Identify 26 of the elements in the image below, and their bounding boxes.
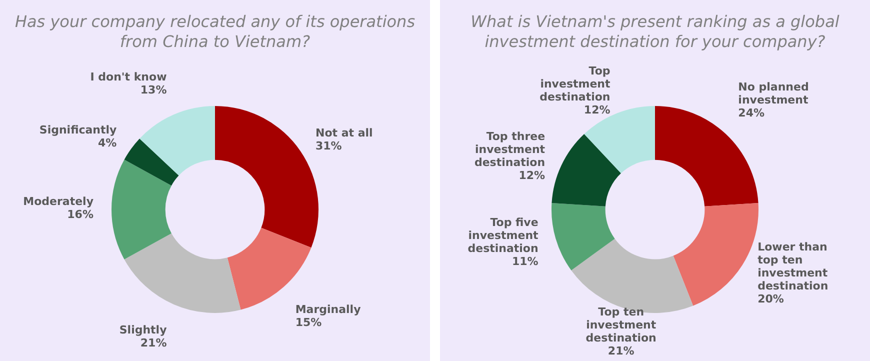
data-label: 24% [738, 106, 765, 120]
slice-label: Top three investment destination [474, 130, 546, 170]
chart-title: Has your company relocated any of its operations from China to Vietnam? [14, 11, 416, 53]
slice-label: Top ten investment destination [586, 305, 656, 344]
slice-label: Marginally [295, 303, 361, 316]
data-label: 11% [512, 254, 538, 268]
slice-label: Top investment destination [540, 64, 610, 104]
slice-label: I don't know [90, 70, 167, 84]
slice-label: Lower than top ten investment destination [758, 240, 828, 292]
data-label: 12% [518, 169, 546, 182]
slice-label: Slightly [119, 323, 167, 336]
data-label: 21% [608, 344, 634, 358]
slice-label: Significantly [39, 123, 117, 136]
slice-label: Not at all [315, 126, 373, 140]
data-label: 13% [140, 83, 167, 96]
data-label: 12% [584, 103, 610, 116]
data-label: 21% [140, 336, 167, 350]
data-label: 20% [758, 292, 784, 306]
slice-label: Top five investment destination [468, 216, 538, 255]
chart-title: What is Vietnam's present ranking as a global investment destination for your company? [470, 11, 840, 53]
data-label: 4% [98, 136, 117, 150]
data-label: 16% [67, 208, 94, 221]
data-label: 31% [315, 140, 342, 153]
data-label: 15% [295, 316, 322, 329]
slice-label: No planned investment [738, 80, 809, 106]
slice-label: Moderately [23, 194, 94, 208]
